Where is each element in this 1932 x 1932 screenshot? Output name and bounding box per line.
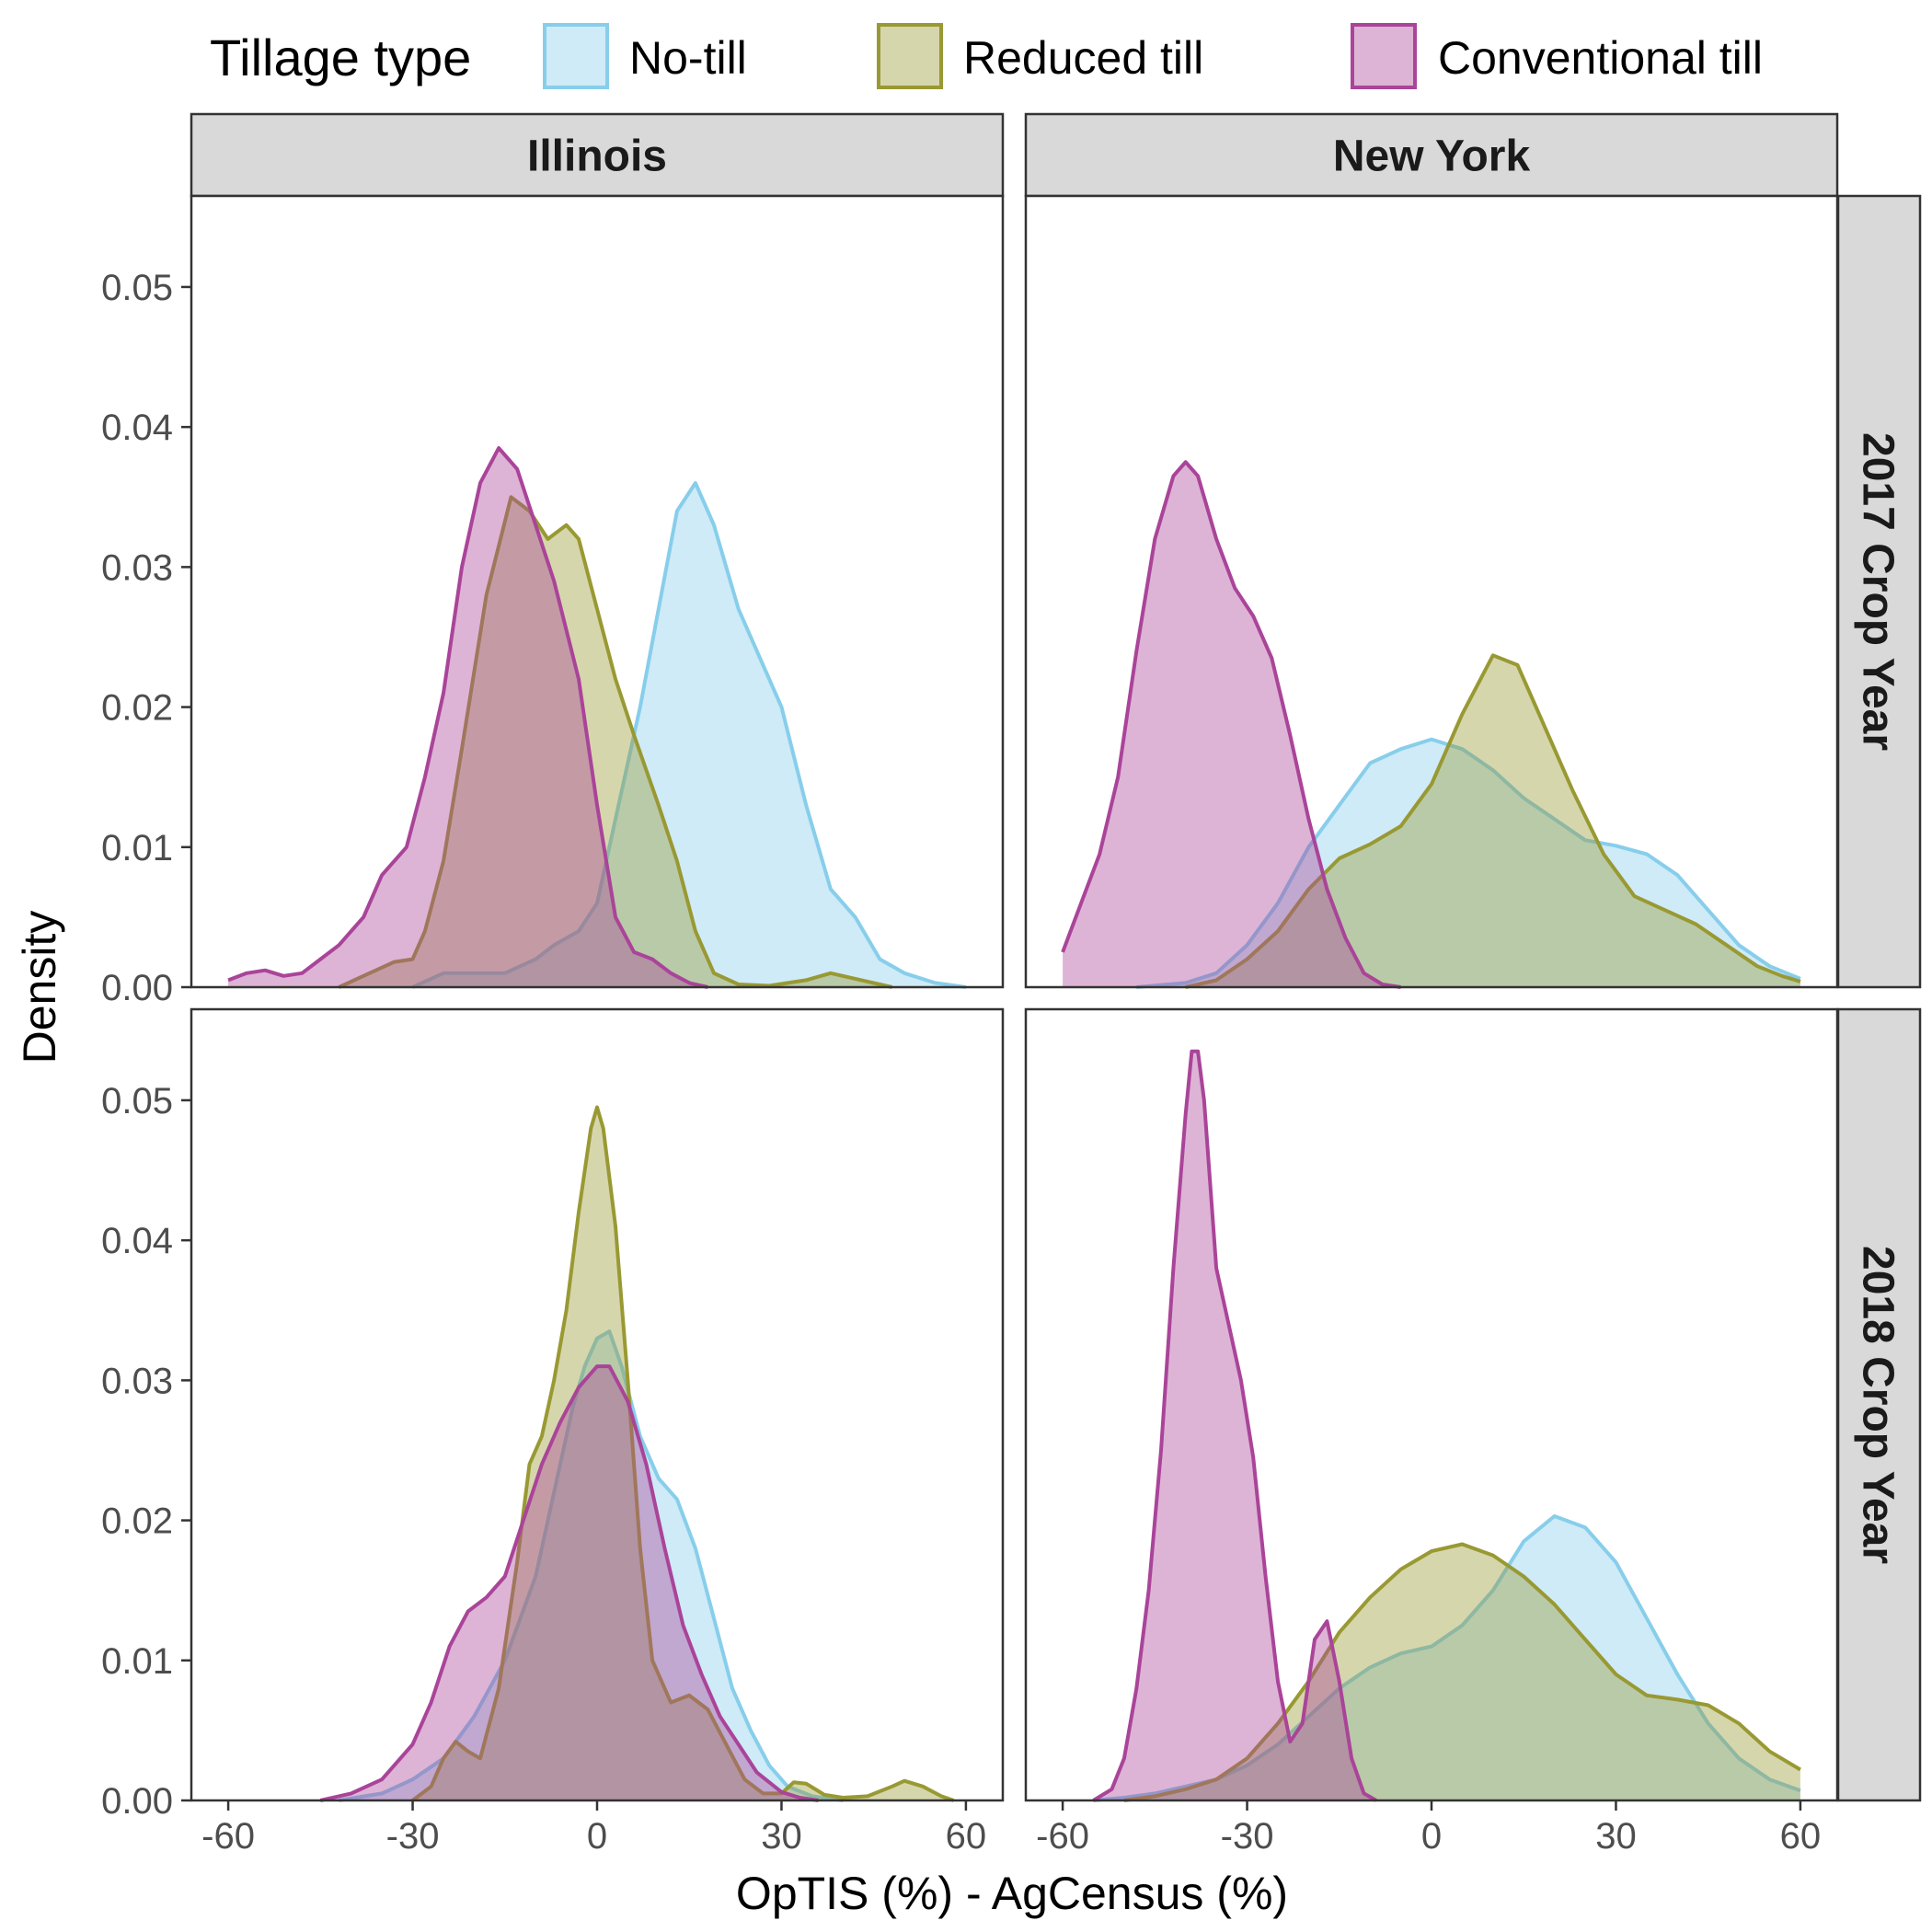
facet-panels: Illinois New York 2017 Crop Year 2018 Crop … — [101, 112, 1922, 1857]
legend-title: Tillage type — [210, 29, 471, 86]
y-tick-label: 0.03 — [101, 1361, 173, 1401]
density-area-no-till — [339, 1331, 844, 1800]
panel-new-york-2017-crop-year — [1024, 194, 1839, 989]
y-tick-label: 0.03 — [101, 547, 173, 588]
legend-label-reduced-till: Reduced till — [963, 32, 1203, 84]
strip-2018-crop-year — [1836, 1007, 1922, 1802]
panel-border — [1024, 194, 1839, 989]
y-tick-label: 0.02 — [101, 688, 173, 729]
panel-illinois-2017-crop-year: 0.00 0.01 0.02 0.03 0.04 0.05 — [101, 194, 1005, 1008]
x-axis-title: OpTIS (%) - AgCensus (%) — [736, 1868, 1288, 1919]
density-line-no-till — [339, 1329, 844, 1802]
strip-label-illinois: Illinois — [527, 132, 667, 181]
x-tick-label: -60 — [1036, 1816, 1089, 1857]
y-tick-label: 0.05 — [101, 268, 173, 308]
x-tick-label: -60 — [201, 1816, 255, 1857]
panel-background — [1026, 1009, 1837, 1800]
x-tick-label: 30 — [761, 1816, 802, 1857]
density-line-no-till — [411, 481, 967, 989]
panel-illinois-2018-crop-year: 0.00 0.01 0.02 0.03 0.04 0.05 -60 -30 0 30 60 — [101, 1007, 1005, 1857]
density-area-reduced-till — [1185, 655, 1800, 987]
x-tick-label: -30 — [1221, 1816, 1274, 1857]
y-tick-label: 0.02 — [101, 1501, 173, 1542]
density-area-conventional-till — [1093, 1051, 1376, 1800]
strip-label-2018-crop-year: 2018 Crop Year — [1854, 1246, 1903, 1564]
strip-2017-crop-year — [1836, 194, 1922, 989]
x-tick-label: 0 — [587, 1816, 607, 1857]
y-tick-label: 0.04 — [101, 1221, 173, 1261]
panel-border — [190, 194, 1005, 989]
density-area-no-till — [412, 483, 966, 987]
y-tick-label: 0.00 — [101, 968, 173, 1008]
density-area-conventional-till — [320, 1366, 819, 1800]
strip-new-york — [1024, 112, 1839, 198]
density-area-reduced-till — [339, 497, 892, 987]
x-tick-label: 60 — [946, 1816, 987, 1857]
strip-label-new-york: New York — [1333, 132, 1531, 181]
density-area-no-till — [1093, 1516, 1800, 1800]
x-tick-label: -30 — [386, 1816, 440, 1857]
legend-key-conventional-till — [1351, 23, 1417, 89]
legend-key-no-till — [543, 23, 609, 89]
density-line-reduced-till — [411, 1105, 955, 1802]
density-area-no-till — [1136, 739, 1800, 987]
panel-background — [1026, 196, 1837, 987]
panel-new-york-2018-crop-year: -60 -30 0 30 60 — [1024, 1007, 1839, 1857]
panel-background — [191, 196, 1003, 987]
density-line-reduced-till — [1185, 653, 1801, 989]
density-line-conventional-till — [1092, 1049, 1377, 1802]
y-tick-label: 0.05 — [101, 1081, 173, 1121]
strip-label-2017-crop-year: 2017 Crop Year — [1854, 432, 1903, 751]
strip-illinois — [190, 112, 1005, 198]
density-line-conventional-till — [319, 1364, 819, 1802]
density-line-conventional-till — [1061, 460, 1401, 989]
legend: Tillage type No-till Reduced till Conventi… — [210, 23, 1763, 89]
legend-label-no-till: No-till — [629, 32, 747, 84]
y-tick-label: 0.01 — [101, 1641, 173, 1682]
panel-background — [191, 1009, 1003, 1800]
y-tick-label: 0.04 — [101, 408, 173, 448]
y-tick-label: 0.00 — [101, 1781, 173, 1822]
density-line-reduced-till — [1123, 1542, 1801, 1802]
legend-key-reduced-till — [877, 23, 943, 89]
density-area-reduced-till — [412, 1107, 954, 1800]
y-axis-title: Density — [14, 911, 65, 1064]
x-tick-label: 0 — [1421, 1816, 1442, 1857]
y-tick-label: 0.01 — [101, 828, 173, 868]
x-tick-label: 30 — [1595, 1816, 1637, 1857]
density-area-conventional-till — [228, 448, 708, 987]
density-line-reduced-till — [338, 495, 893, 989]
density-line-no-till — [1136, 737, 1801, 989]
x-tick-label: 60 — [1780, 1816, 1822, 1857]
density-line-conventional-till — [227, 446, 708, 989]
legend-label-conventional-till: Conventional till — [1438, 32, 1763, 84]
